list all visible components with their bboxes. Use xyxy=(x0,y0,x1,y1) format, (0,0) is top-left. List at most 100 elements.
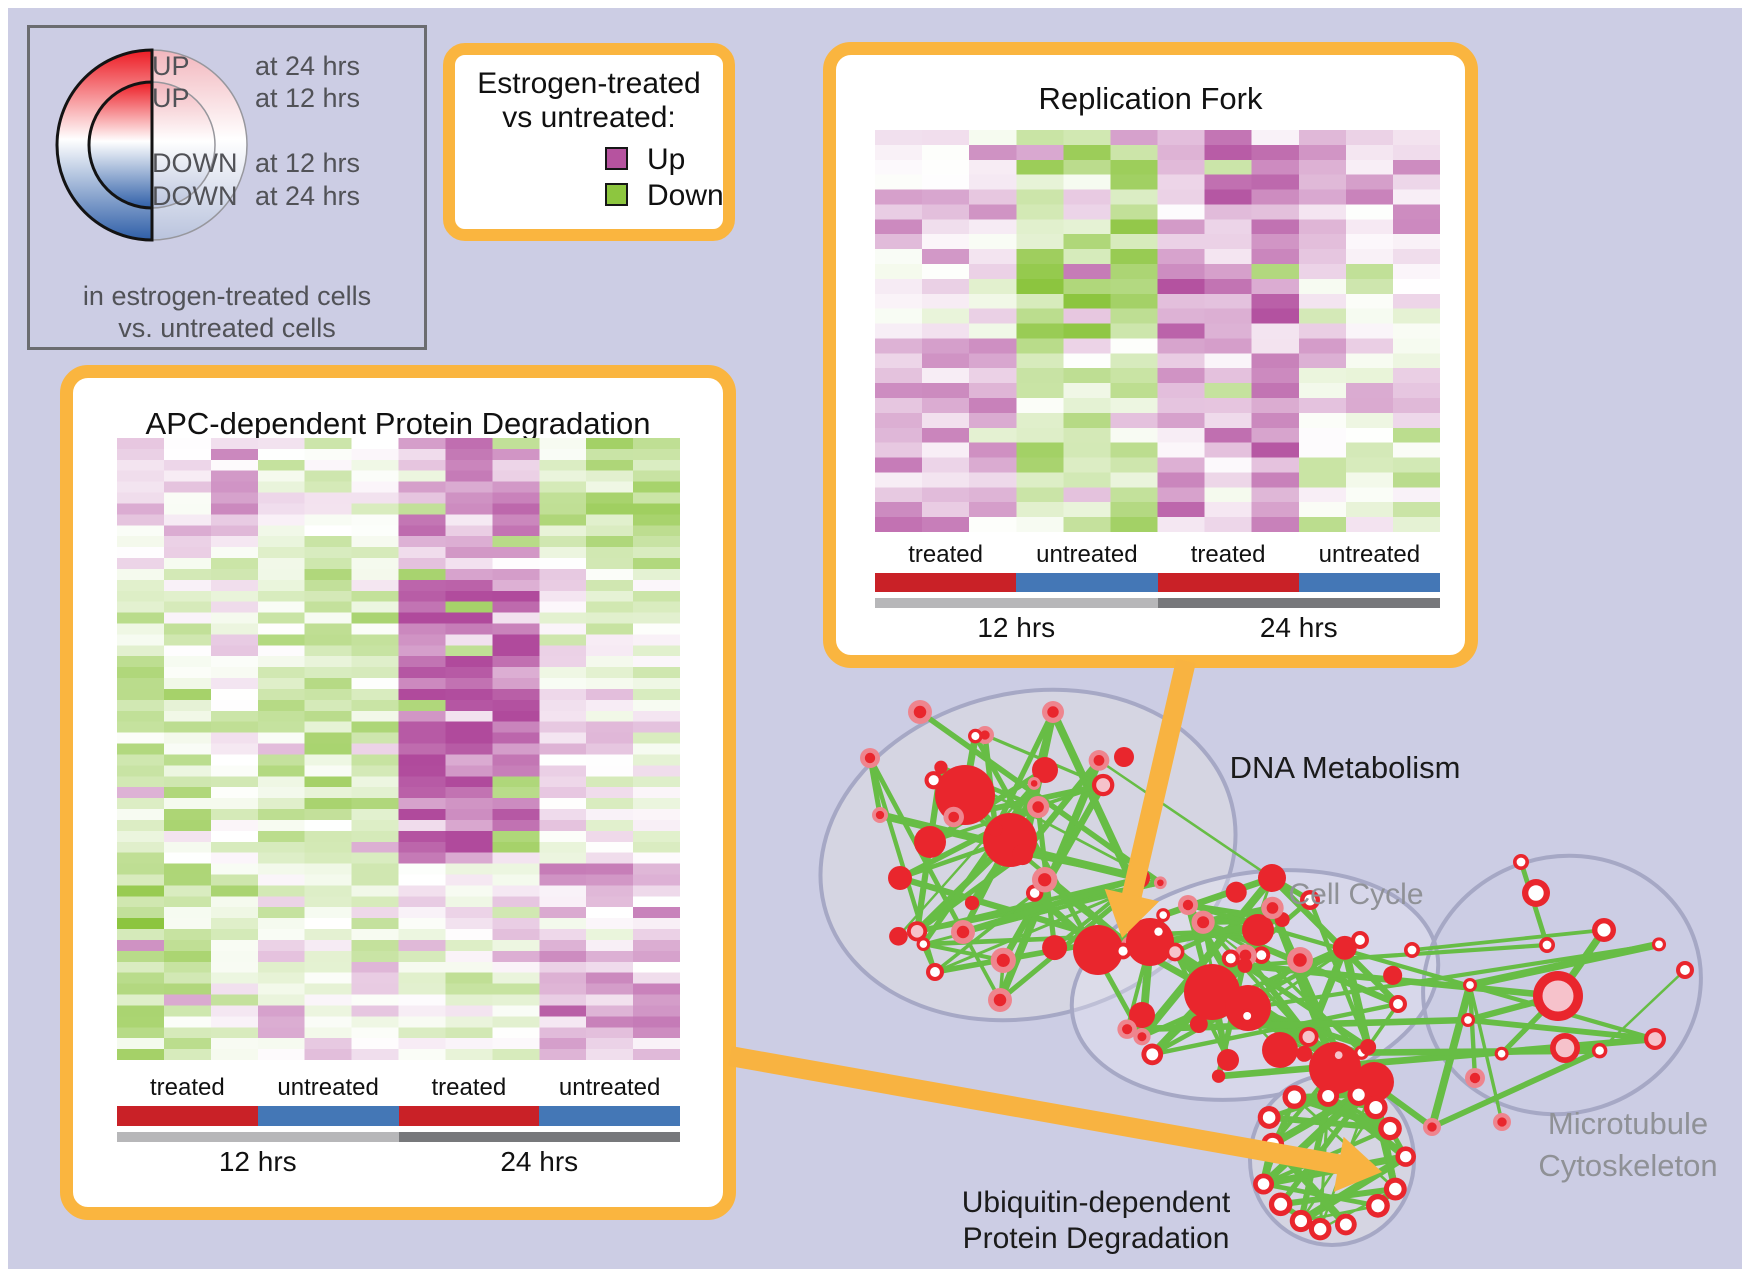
heatmap-cell xyxy=(304,907,353,919)
heatmap-cell xyxy=(1298,159,1347,176)
heatmap-cell xyxy=(117,1016,165,1028)
heatmap-cell xyxy=(1298,368,1347,384)
heatmap-cell xyxy=(304,579,353,592)
heatmap-cell xyxy=(163,732,212,744)
heatmap-cell xyxy=(1110,338,1158,354)
heatmap-cell xyxy=(492,492,540,504)
heatmap-cell xyxy=(304,798,353,810)
heatmap-cell xyxy=(539,503,587,515)
heatmap-cell xyxy=(1345,249,1394,265)
heatmap-cell xyxy=(1298,398,1347,414)
heatmap-cell xyxy=(257,972,306,985)
heatmap-cell xyxy=(398,983,446,995)
heatmap-cell xyxy=(1157,264,1206,280)
heatmap-cell xyxy=(1110,353,1158,369)
heatmap-cell xyxy=(586,929,634,941)
heatmap-cell xyxy=(922,383,970,399)
heatmap-cell xyxy=(633,874,680,886)
heatmap-cell xyxy=(304,983,353,995)
heatmap-cell xyxy=(398,765,446,777)
heatmap-cell xyxy=(163,841,212,854)
heatmap-cell xyxy=(492,830,540,843)
heatmap-cell xyxy=(163,667,212,679)
heatmap-cell xyxy=(304,481,353,493)
heatmap-cell xyxy=(633,448,680,461)
heatmap-cell xyxy=(351,918,399,930)
heatmap-cell xyxy=(586,699,634,712)
heatmap-cell xyxy=(257,710,306,723)
heatmap-cell xyxy=(969,159,1017,176)
heatmap-cell xyxy=(922,204,970,220)
heatmap-cell xyxy=(210,885,259,897)
heatmap-cell xyxy=(351,568,399,581)
heatmap-cell xyxy=(1016,174,1064,191)
heatmap-cell xyxy=(633,536,680,548)
heatmap-cell xyxy=(351,470,399,483)
heatmap-cell xyxy=(1157,427,1206,444)
heatmap-cell xyxy=(351,678,399,690)
heatmap-cell xyxy=(539,994,587,1006)
heatmap-cell xyxy=(163,612,212,624)
heatmap-cell xyxy=(445,972,493,985)
circle-legend-dir-down12: DOWN xyxy=(152,148,238,178)
heatmap-cell xyxy=(398,787,446,799)
heatmap-cell xyxy=(539,612,587,624)
heatmap-cell xyxy=(1110,383,1158,399)
heatmap-cell xyxy=(1110,189,1158,205)
heatmap-cell xyxy=(117,568,165,581)
heatmap-cell xyxy=(117,558,165,570)
heatmap-cell xyxy=(633,972,680,985)
heatmap-cell xyxy=(492,656,540,668)
heatmap-cell xyxy=(1392,278,1440,295)
heatmap-cell xyxy=(1110,293,1158,310)
heatmap-cell xyxy=(492,459,540,472)
heatmap-cell xyxy=(875,159,923,176)
heatmap-cell xyxy=(1063,368,1111,384)
heatmap-cell xyxy=(492,547,540,559)
heatmap-cell xyxy=(633,492,680,504)
heatmap-cell xyxy=(1063,338,1111,354)
heatmap-cell xyxy=(257,819,306,832)
heatmap-cell xyxy=(969,502,1017,518)
heatmap-cell xyxy=(492,514,540,526)
heatmap-cell xyxy=(633,1005,680,1017)
untreated-bar xyxy=(257,1106,399,1126)
heatmap-cell xyxy=(304,732,353,744)
heatmap-cell xyxy=(539,765,587,777)
heatmap-cell xyxy=(398,601,446,614)
heatmap-cell xyxy=(1063,144,1111,161)
heatmap-cell xyxy=(586,885,634,897)
heatmap-cell xyxy=(351,961,399,974)
heatmap-cell xyxy=(1345,487,1394,503)
time-label-24hrs: 24 hrs xyxy=(500,1146,579,1177)
heatmap-cell xyxy=(445,536,493,548)
heatmap-cell xyxy=(210,492,259,504)
heatmap-cell xyxy=(210,678,259,690)
heatmap-cell xyxy=(969,323,1017,339)
heatmap-cell xyxy=(117,438,165,450)
heatmap-cell xyxy=(163,940,212,952)
heatmap-cell xyxy=(257,830,306,843)
heatmap-cell xyxy=(1298,412,1347,429)
heatmap-cell xyxy=(304,601,353,614)
heatmap-cell xyxy=(304,514,353,526)
heatmap-cell xyxy=(586,459,634,472)
heatmap-cell xyxy=(304,678,353,690)
heatmap-cell xyxy=(539,721,587,734)
heatmap-cell xyxy=(539,525,587,537)
heatmap-cell xyxy=(492,481,540,493)
heatmap-cell xyxy=(1110,442,1158,459)
heatmap-cell xyxy=(1298,130,1347,146)
heatmap-cell xyxy=(117,579,165,592)
heatmap-cell xyxy=(351,547,399,559)
time-underline-bar-24hrs xyxy=(1157,598,1440,608)
heatmap-cell xyxy=(492,536,540,548)
heatmap-cell xyxy=(969,278,1017,295)
heatmap-cell xyxy=(539,819,587,832)
heatmap-cell xyxy=(1251,264,1300,280)
heatmap-cell xyxy=(163,568,212,581)
heatmap-cell xyxy=(351,710,399,723)
heatmap-cell xyxy=(633,689,680,701)
heatmap-cell xyxy=(257,994,306,1006)
heatmap-cell xyxy=(586,776,634,788)
